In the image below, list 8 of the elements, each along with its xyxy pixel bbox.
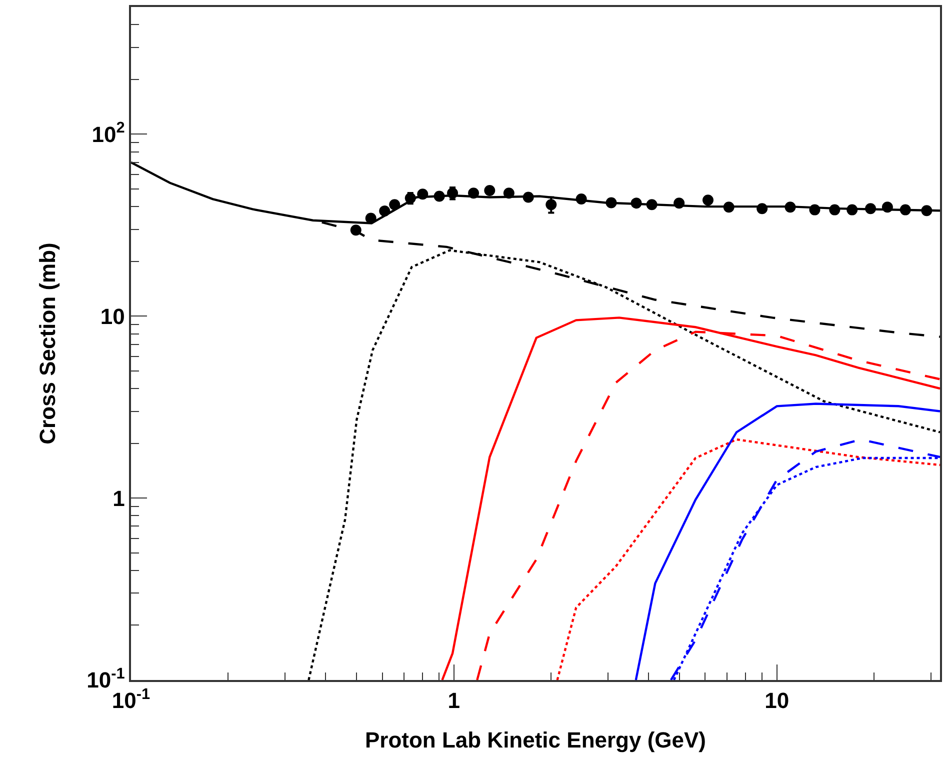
x-tick-label: 1: [448, 688, 460, 714]
y-tick-label: 10$^{-1}$: [86, 665, 126, 693]
x-tick-label: 10: [764, 688, 790, 714]
y-tick-label: 10: [100, 304, 125, 329]
y-tick-label: 1: [112, 486, 125, 511]
x-axis-title: Proton Lab Kinetic Energy (GeV): [364, 728, 706, 753]
y-tick-label: 10$^{2}$: [92, 120, 125, 147]
y-axis-title: Cross Section (mb): [34, 242, 60, 444]
